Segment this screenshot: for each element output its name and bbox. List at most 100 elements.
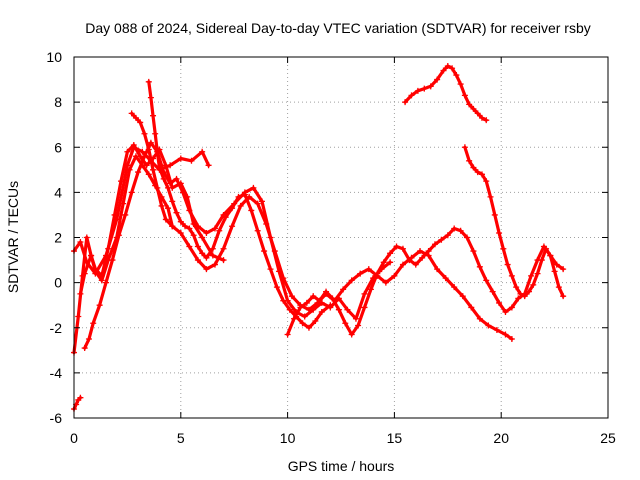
plus-marker bbox=[342, 320, 349, 327]
plus-marker bbox=[515, 295, 522, 302]
y-axis-label: SDTVAR / TECUs bbox=[5, 181, 21, 293]
plus-marker bbox=[508, 304, 515, 311]
plus-marker bbox=[297, 304, 304, 311]
plus-marker bbox=[399, 245, 406, 252]
x-tick-label: 25 bbox=[600, 430, 616, 446]
plus-marker bbox=[109, 257, 116, 264]
plus-marker bbox=[147, 139, 154, 146]
plus-marker bbox=[169, 198, 176, 205]
plus-marker bbox=[194, 257, 201, 264]
plus-marker bbox=[128, 189, 135, 196]
plus-marker bbox=[237, 202, 244, 209]
plus-marker bbox=[111, 211, 118, 218]
plus-marker bbox=[209, 252, 216, 259]
y-tick-label: -4 bbox=[50, 365, 63, 381]
plus-marker bbox=[173, 209, 180, 216]
plus-marker bbox=[310, 293, 317, 300]
plus-marker bbox=[555, 284, 562, 291]
y-tick-label: -2 bbox=[50, 320, 63, 336]
plus-marker bbox=[521, 293, 528, 300]
plus-marker bbox=[316, 297, 323, 304]
chart-title: Day 088 of 2024, Sidereal Day-to-day VTE… bbox=[85, 20, 591, 36]
plus-marker bbox=[470, 164, 477, 171]
plus-marker bbox=[188, 157, 195, 164]
plus-marker bbox=[211, 225, 218, 232]
plus-marker bbox=[538, 257, 545, 264]
plus-marker bbox=[128, 110, 135, 117]
plus-marker bbox=[329, 295, 336, 302]
plus-marker bbox=[323, 288, 330, 295]
plus-marker bbox=[92, 266, 99, 273]
plus-marker bbox=[88, 252, 95, 259]
plus-marker bbox=[284, 331, 291, 338]
plus-marker bbox=[483, 277, 490, 284]
plus-marker bbox=[387, 259, 394, 266]
plus-marker bbox=[412, 261, 419, 268]
plus-marker bbox=[474, 169, 481, 176]
plus-marker bbox=[500, 245, 507, 252]
plus-marker bbox=[186, 225, 193, 232]
plus-marker bbox=[560, 293, 567, 300]
plus-marker bbox=[299, 320, 306, 327]
x-axis-label: GPS time / hours bbox=[288, 458, 395, 474]
plus-marker bbox=[547, 252, 554, 259]
plus-marker bbox=[132, 114, 139, 121]
plus-marker bbox=[199, 250, 206, 257]
plus-marker bbox=[344, 306, 351, 313]
plus-marker bbox=[464, 234, 471, 241]
plus-marker bbox=[382, 279, 389, 286]
plus-marker bbox=[211, 261, 218, 268]
plus-marker bbox=[122, 211, 129, 218]
plus-marker bbox=[261, 248, 268, 255]
plus-marker bbox=[305, 306, 312, 313]
plus-marker bbox=[470, 248, 477, 255]
plus-marker bbox=[182, 223, 189, 230]
plus-marker bbox=[177, 229, 184, 236]
grid-lines bbox=[74, 57, 608, 418]
plus-marker bbox=[105, 245, 112, 252]
data-series bbox=[71, 63, 567, 412]
plus-marker bbox=[468, 304, 475, 311]
plus-marker bbox=[502, 308, 509, 315]
plus-marker bbox=[117, 178, 124, 185]
plus-marker bbox=[75, 313, 82, 320]
plus-marker bbox=[489, 288, 496, 295]
plus-marker bbox=[241, 191, 248, 198]
plus-marker bbox=[327, 302, 334, 309]
plus-marker bbox=[141, 130, 148, 137]
plus-marker bbox=[158, 202, 165, 209]
series-arc-9-markers bbox=[404, 65, 487, 121]
plus-marker bbox=[248, 207, 255, 214]
plus-marker bbox=[406, 257, 413, 264]
plus-marker bbox=[220, 257, 227, 264]
y-tick-label: 2 bbox=[54, 230, 62, 246]
plus-marker bbox=[199, 234, 206, 241]
plus-marker bbox=[402, 99, 409, 106]
plus-marker bbox=[357, 270, 364, 277]
plus-marker bbox=[438, 236, 445, 243]
plus-marker bbox=[425, 248, 432, 255]
plus-marker bbox=[254, 227, 261, 234]
plus-marker bbox=[154, 184, 161, 191]
plus-marker bbox=[115, 232, 122, 239]
plus-marker bbox=[280, 275, 287, 282]
plus-marker bbox=[393, 243, 400, 250]
y-tick-label: 8 bbox=[54, 94, 62, 110]
plus-marker bbox=[348, 277, 355, 284]
x-tick-label: 0 bbox=[70, 430, 78, 446]
plus-marker bbox=[399, 261, 406, 268]
plus-marker bbox=[553, 261, 560, 268]
plus-marker bbox=[190, 232, 197, 239]
series-arc-10-markers bbox=[464, 147, 564, 297]
plus-marker bbox=[318, 308, 325, 315]
plus-marker bbox=[408, 92, 415, 99]
plus-marker bbox=[209, 245, 216, 252]
plus-marker bbox=[194, 243, 201, 250]
plus-marker bbox=[496, 229, 503, 236]
plus-marker bbox=[186, 207, 193, 214]
plus-marker bbox=[145, 171, 152, 178]
plus-marker bbox=[504, 261, 511, 268]
plus-marker bbox=[530, 281, 537, 288]
y-tick-label: -6 bbox=[50, 410, 63, 426]
